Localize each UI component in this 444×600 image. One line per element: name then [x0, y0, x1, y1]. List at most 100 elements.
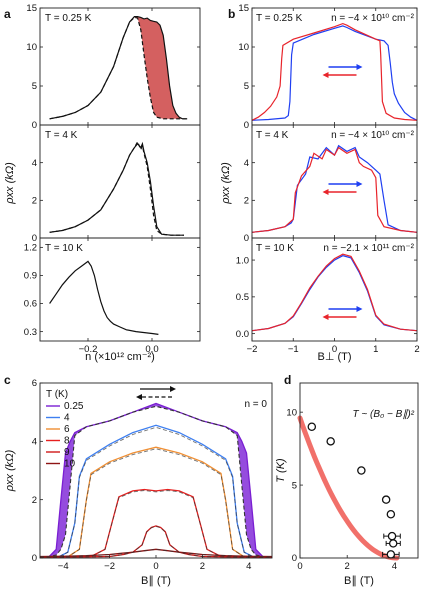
data-point [388, 539, 398, 548]
fit-curve [297, 415, 400, 561]
x-tick-label: 1 [373, 344, 378, 355]
x-axis-label: B∥ (T) [344, 575, 374, 587]
dashed-trace [49, 140, 184, 236]
y-tick-label: 4 [32, 158, 37, 169]
blue-sweep-trace [251, 25, 418, 121]
blue-sweep-trace [251, 255, 418, 332]
y-tick-label: 0.3 [24, 327, 37, 338]
data-point [387, 531, 397, 541]
legend-label: 9 [64, 447, 70, 458]
panel-b-label: b [228, 7, 235, 21]
fit-label: T ~ (B₀ − B∥)² [353, 409, 415, 420]
trace-0.25K-reverse [39, 405, 273, 558]
axes-frame [39, 124, 201, 239]
data-point [326, 437, 335, 446]
legend-label: 4 [64, 413, 70, 424]
y-tick-label: 0 [32, 553, 37, 564]
trace-6K [39, 446, 273, 559]
y-tick-label: 15 [26, 3, 37, 14]
y-tick-label: 1.2 [24, 243, 37, 254]
density-label: n = −2.1 × 10¹¹ cm⁻² [323, 243, 414, 254]
chart-b-mid: 0 2 4 T = 4 K n = −4 × 10¹⁰ cm⁻² [244, 124, 418, 244]
red-sweep-trace [251, 253, 418, 332]
y-tick-label: 0 [244, 233, 249, 244]
x-axis-label: B∥ (T) [141, 575, 171, 587]
x-tick-label: −4 [58, 561, 69, 572]
y-axis-label: ρxx (kΩ) [4, 449, 16, 492]
sweep-up-arrowhead [356, 181, 363, 187]
x-tick-label: 0.0 [145, 344, 158, 355]
chart-a-mid: 0 2 4 T = 4 K [32, 124, 201, 244]
density-label: n = −4 × 10¹⁰ cm⁻² [331, 13, 415, 24]
legend-title: T (K) [46, 389, 68, 400]
y-tick-label: 0 [292, 553, 297, 564]
y-tick-label: 0.9 [24, 271, 37, 282]
blue-sweep-trace [251, 144, 418, 233]
red-sweep-trace [251, 146, 418, 233]
solid-trace [49, 260, 159, 335]
x-tick-label: −0.2 [79, 344, 98, 355]
y-axis-label: T (K) [275, 458, 287, 483]
hysteresis-fill [49, 16, 188, 119]
sweep-up-arrowhead [170, 386, 176, 392]
density-label: n = 0 [244, 399, 267, 410]
hysteresis-fill [40, 403, 272, 558]
y-tick-label: 5 [292, 480, 297, 491]
temperature-label: T = 0.25 K [45, 13, 92, 24]
legend-label: 6 [64, 424, 70, 435]
y-tick-label: 10 [238, 42, 249, 53]
y-tick-label: 5 [244, 81, 249, 92]
axes-frame [299, 382, 419, 559]
legend-label: 10 [64, 459, 76, 470]
sweep-down-arrowhead [322, 314, 329, 320]
x-tick-label: 0 [153, 561, 158, 572]
panel-d-label: d [284, 373, 291, 387]
temperature-label: T = 4 K [45, 130, 78, 141]
y-tick-label: 0.0 [236, 329, 249, 340]
y-tick-label: 0.6 [24, 299, 37, 310]
y-tick-label: 15 [238, 3, 249, 14]
y-tick-label: 10 [26, 42, 37, 53]
x-axis-label: n (×10¹² cm⁻²) [85, 351, 155, 363]
chart-d: 0 5 10 0 2 4 T ~ (B₀ − B∥)² [286, 382, 419, 572]
x-tick-label: 2 [414, 344, 419, 355]
y-tick-label: 0 [32, 120, 37, 131]
x-tick-label: −1 [288, 344, 299, 355]
y-tick-label: 4 [244, 158, 249, 169]
chart-b-top: 0 5 10 15 T = 0.25 K n = −4 × 10¹⁰ cm⁻² [238, 3, 418, 131]
x-axis-label: B⊥ (T) [317, 351, 351, 363]
sweep-down-arrowhead [136, 394, 142, 400]
data-point [381, 495, 391, 504]
y-tick-label: 1.0 [236, 255, 249, 266]
panel-c-label: c [4, 373, 11, 387]
x-tick-label: 0 [332, 344, 337, 355]
y-axis-label: ρxx (kΩ) [4, 162, 16, 205]
temperature-label: T = 10 K [256, 243, 294, 254]
trace-0.25K [39, 402, 273, 559]
panel-a-label: a [4, 7, 11, 21]
x-tick-label: 4 [246, 561, 251, 572]
y-tick-label: 2 [244, 196, 249, 207]
y-axis-label: ρxx (kΩ) [220, 162, 232, 205]
x-tick-label: 0 [297, 561, 302, 572]
x-tick-label: −2 [247, 344, 258, 355]
density-label: n = −4 × 10¹⁰ cm⁻² [331, 130, 415, 141]
red-sweep-trace [251, 22, 418, 121]
x-tick-label: 4 [392, 561, 397, 572]
x-tick-label: 2 [200, 561, 205, 572]
data-point [386, 509, 396, 519]
axes-frame [39, 7, 201, 126]
chart-a-top: 0 5 10 15 T = 0.25 K [26, 3, 201, 131]
axes-frame [251, 124, 418, 239]
sweep-down-arrowhead [322, 189, 329, 195]
y-tick-label: 2 [32, 196, 37, 207]
y-tick-label: 0 [32, 233, 37, 244]
y-tick-label: 2 [32, 495, 37, 506]
x-tick-label: −2 [104, 561, 115, 572]
x-tick-label: 2 [345, 561, 350, 572]
trace-4K-reverse [39, 426, 273, 558]
chart-a-bot: 0.3 0.6 0.9 1.2 −0.2 0.0 T = 10 K [24, 237, 201, 355]
